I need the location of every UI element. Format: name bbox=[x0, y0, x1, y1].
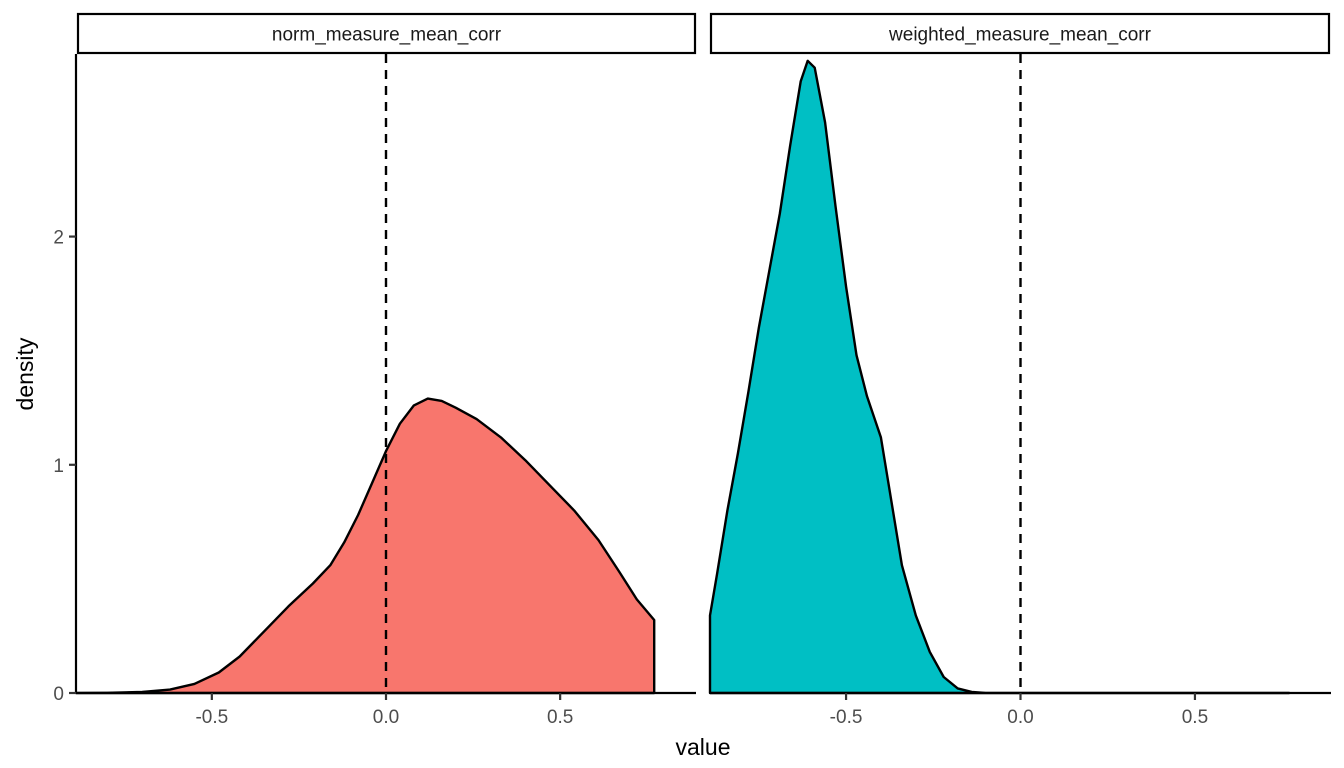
x-tick-label: -0.5 bbox=[195, 707, 228, 728]
facet-strip bbox=[709, 12, 1331, 55]
facet-panel-2: weighted_measure_mean_corr -0.5 0.0 0.5 bbox=[708, 12, 1331, 728]
x-tick-label: -0.5 bbox=[830, 707, 863, 728]
x-tick-label: 0.0 bbox=[1007, 707, 1033, 728]
y-tick-label: 0 bbox=[53, 684, 64, 705]
density-area bbox=[708, 59, 1291, 695]
facet-panel-1: norm_measure_mean_corr -0.5 0.0 0.5 0 1 2 bbox=[53, 12, 697, 728]
x-axis-title: value bbox=[676, 734, 731, 760]
x-tick-label: 0.5 bbox=[1182, 707, 1208, 728]
density-area bbox=[74, 397, 656, 695]
y-tick-label: 1 bbox=[53, 456, 64, 477]
x-tick-label: 0.5 bbox=[547, 707, 573, 728]
y-tick-label: 2 bbox=[53, 228, 64, 249]
facet-strip bbox=[76, 12, 697, 55]
x-tick-label: 0.0 bbox=[373, 707, 399, 728]
y-axis-title: density bbox=[12, 337, 38, 410]
facet-strip-label: norm_measure_mean_corr bbox=[272, 25, 502, 46]
facet-strip-label: weighted_measure_mean_corr bbox=[888, 25, 1152, 46]
